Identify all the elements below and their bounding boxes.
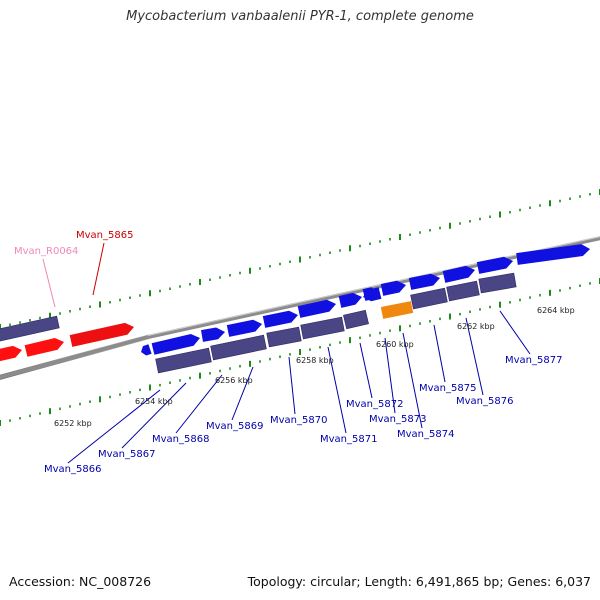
gene-label-mvan-5870[interactable]: Mvan_5870 [270,415,327,426]
scale-label: 6260 kbp [376,340,414,349]
gene-arrow-forward [151,334,200,355]
gene-labels: Mvan_5865 Mvan_R0064 Mvan_5866 Mvan_5867… [14,230,562,475]
gene-label-mvan-5865[interactable]: Mvan_5865 [76,230,133,241]
gene-arrow-forward [226,319,262,337]
gene-label-mvan-5868[interactable]: Mvan_5868 [152,434,209,445]
accession-text: Accession: NC_008726 [9,574,152,589]
scale-label: 6258 kbp [296,356,334,365]
cds-box [300,316,345,340]
gene-arrow-forward [338,292,362,308]
scale-label: 6252 kbp [54,419,92,428]
leader-mvan-5876 [465,317,484,396]
leader-mvan-5870 [288,356,296,415]
leader-mvan-r0064 [42,258,56,308]
gene-arrow-forward [408,273,440,290]
leader-mvan-5871 [327,346,347,434]
scale-label: 6264 kbp [537,306,575,315]
leader-mvan-5866 [67,389,161,464]
topology-summary: Topology: circular; Length: 6,491,865 bp… [247,574,591,589]
gene-label-mvan-5876[interactable]: Mvan_5876 [456,396,513,407]
gene-arrow-forward [476,256,513,274]
leader-mvan-5868 [175,374,223,434]
backbone-segment [0,335,149,380]
gene-label-mvan-5871[interactable]: Mvan_5871 [320,434,377,445]
cds-box [155,347,212,374]
leader-mvan-5869 [231,366,254,421]
tick-row-inner [0,278,600,426]
gene-arrow-forward [363,287,382,302]
gene-arrow-red [0,345,22,362]
leader-mvan-5872 [359,342,373,399]
backbone-highlight [147,236,600,336]
scale-label: 6256 kbp [215,376,253,385]
label-leader-lines [42,242,531,464]
tick-row-outer [0,189,600,330]
gene-label-mvan-5877[interactable]: Mvan_5877 [505,355,562,366]
leader-mvan-5874 [402,332,423,429]
scale-label: 6262 kbp [457,322,495,331]
leader-mvan-5875 [433,324,446,383]
cds-box [266,326,302,348]
gene-label-mvan-5866[interactable]: Mvan_5866 [44,464,101,475]
scale-label: 6254 kbp [135,397,173,406]
gene-label-mvan-5867[interactable]: Mvan_5867 [98,449,155,460]
gene-arrow-forward [297,299,336,318]
cds-box [478,272,517,294]
cds-box [343,309,369,330]
gene-label-mvan-r0064[interactable]: Mvan_R0064 [14,246,78,257]
leader-mvan-5867 [121,382,187,449]
cds-box [410,287,448,310]
cds-box [210,334,267,361]
gene-arrow-forward [201,327,225,342]
leader-mvan-5873 [384,337,396,414]
gene-arrow-forward [380,280,406,296]
gene-arrow-forward [262,310,298,328]
gene-arrow-red [24,338,65,357]
gene-track [0,244,590,374]
gene-label-mvan-5874[interactable]: Mvan_5874 [397,429,454,440]
map-title: Mycobacterium vanbaalenii PYR-1, complet… [126,9,474,24]
gene-box-orange [380,301,414,319]
gene-label-mvan-5872[interactable]: Mvan_5872 [346,399,403,410]
leader-mvan-5865 [92,242,105,296]
gene-label-mvan-5875[interactable]: Mvan_5875 [419,383,476,394]
cds-box [0,315,60,342]
leader-mvan-5877 [499,310,531,355]
scale-labels: 6252 kbp 6254 kbp 6256 kbp 6258 kbp 6260… [54,306,575,428]
cds-box [446,280,480,302]
gene-label-mvan-5869[interactable]: Mvan_5869 [206,421,263,432]
gene-arrow-forward [442,265,475,283]
gene-arrow-forward [516,244,590,265]
gene-label-mvan-5873[interactable]: Mvan_5873 [369,414,426,425]
gene-arrow-mvan-5865 [69,322,134,347]
gene-arrow-forward [141,344,152,356]
